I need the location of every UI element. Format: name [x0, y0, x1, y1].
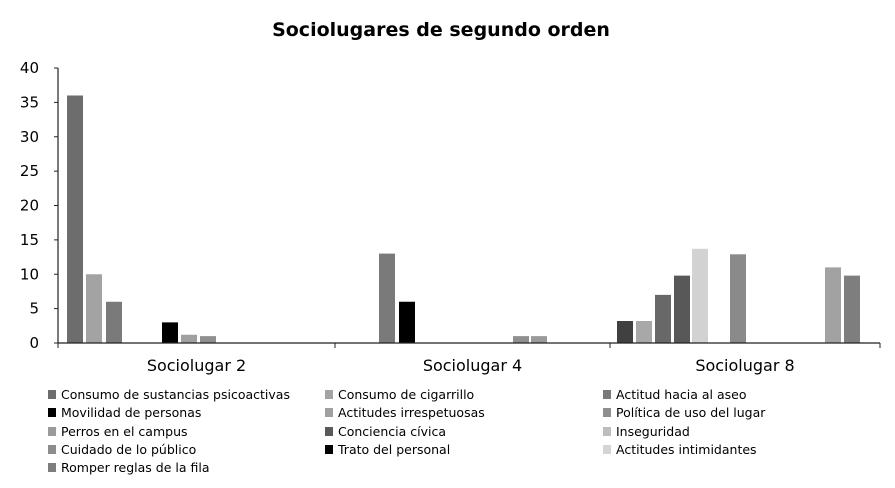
- legend-swatch: [603, 390, 611, 399]
- y-tick-label: 30: [20, 128, 39, 146]
- bar: [399, 301, 415, 343]
- bar: [674, 275, 690, 343]
- bar: [162, 322, 178, 343]
- x-tick-label: Sociolugar 4: [423, 356, 522, 375]
- chart-title: Sociolugares de segundo orden: [272, 19, 610, 41]
- legend-label: Romper reglas de la fila: [61, 460, 210, 475]
- legend-label: Política de uso del lugar: [616, 405, 766, 420]
- legend-label: Perros en el campus: [61, 424, 188, 439]
- legend-swatch: [48, 390, 56, 399]
- bar: [86, 274, 102, 343]
- bars: [67, 95, 860, 343]
- legend-label: Consumo de cigarrillo: [338, 387, 474, 402]
- bar: [692, 248, 708, 343]
- legend-swatch: [603, 408, 611, 417]
- legend-swatch: [48, 463, 56, 472]
- x-tick-label: Sociolugar 2: [147, 356, 246, 375]
- legend-label: Consumo de sustancias psicoactivas: [61, 387, 290, 402]
- y-tick-label: 40: [20, 59, 39, 77]
- bar: [531, 336, 547, 343]
- bar: [730, 254, 746, 343]
- legend-label: Movilidad de personas: [61, 405, 201, 420]
- legend-label: Actitud hacia al aseo: [616, 387, 747, 402]
- bar: [67, 95, 83, 343]
- legend-swatch: [325, 445, 333, 454]
- y-axis: 0 5 10 15 20 25 30 35 40: [20, 59, 59, 352]
- y-tick-label: 35: [20, 93, 39, 111]
- y-tick-label: 15: [20, 231, 39, 249]
- legend-label: Conciencia cívica: [338, 424, 446, 439]
- legend-label: Cuidado de lo público: [61, 442, 196, 457]
- legend-swatch: [48, 408, 56, 417]
- bar: [617, 321, 633, 343]
- x-axis: Sociolugar 2 Sociolugar 4 Sociolugar 8: [57, 342, 881, 375]
- legend-swatch: [48, 427, 56, 436]
- y-tick-label: 20: [20, 197, 39, 215]
- legend-label: Inseguridad: [616, 424, 690, 439]
- legend-label: Actitudes intimidantes: [616, 442, 757, 457]
- x-tick-label: Sociolugar 8: [695, 356, 794, 375]
- bar: [825, 267, 841, 343]
- bar: [181, 334, 197, 343]
- y-tick-label: 10: [20, 265, 39, 283]
- bar: [379, 253, 395, 343]
- y-tick-label: 25: [20, 162, 39, 180]
- legend-swatch: [603, 427, 611, 436]
- legend-swatch: [48, 445, 56, 454]
- legend-swatch: [325, 408, 333, 417]
- legend: Consumo de sustancias psicoactivas Consum…: [48, 387, 766, 475]
- legend-swatch: [603, 445, 611, 454]
- legend-label: Actitudes irrespetuosas: [338, 405, 485, 420]
- bar: [513, 336, 529, 343]
- legend-label: Trato del personal: [337, 442, 450, 457]
- bar: [636, 321, 652, 343]
- y-tick-label: 0: [29, 334, 39, 352]
- bar: [200, 336, 216, 343]
- legend-swatch: [325, 427, 333, 436]
- bar: [106, 301, 122, 343]
- bar: [844, 275, 860, 343]
- legend-swatch: [325, 390, 333, 399]
- bar: [655, 294, 671, 343]
- y-tick-label: 5: [29, 300, 39, 318]
